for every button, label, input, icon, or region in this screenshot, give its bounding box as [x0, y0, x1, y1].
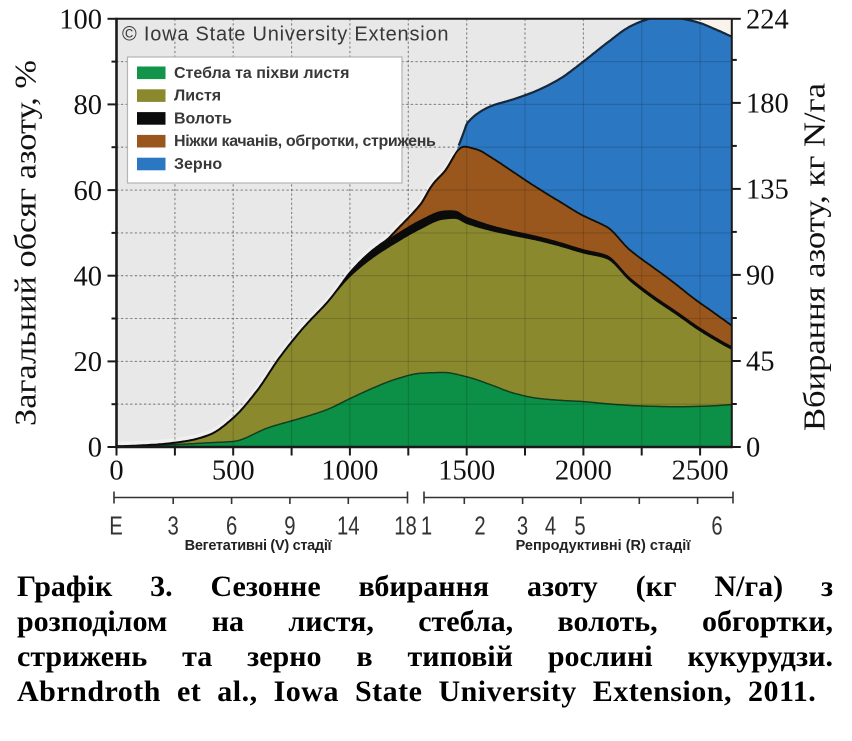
svg-text:14: 14	[337, 511, 360, 540]
svg-text:0: 0	[88, 433, 102, 464]
svg-text:180: 180	[746, 89, 789, 120]
svg-text:© Iowa State University Extens: © Iowa State University Extension	[122, 24, 449, 46]
svg-text:Вбирання азоту, кг N/га: Вбирання азоту, кг N/га	[797, 83, 832, 431]
svg-text:0: 0	[746, 433, 760, 464]
svg-text:2: 2	[474, 511, 485, 540]
svg-text:1: 1	[421, 511, 432, 540]
svg-text:9: 9	[284, 511, 295, 540]
svg-text:1500: 1500	[438, 456, 495, 487]
svg-text:0: 0	[109, 456, 123, 487]
svg-text:Загальний обсяг азоту, %: Загальний обсяг азоту, %	[8, 60, 43, 426]
svg-text:4: 4	[545, 511, 556, 540]
svg-text:Волоть: Волоть	[174, 110, 232, 127]
svg-text:18: 18	[394, 511, 417, 540]
svg-text:500: 500	[212, 456, 255, 487]
svg-text:Зерно: Зерно	[174, 156, 222, 173]
svg-text:224: 224	[746, 4, 789, 35]
svg-text:100: 100	[59, 4, 102, 35]
svg-text:3: 3	[168, 511, 179, 540]
svg-text:6: 6	[226, 511, 237, 540]
svg-text:60: 60	[74, 176, 103, 207]
svg-text:Ніжки качанів, обгротки, стриж: Ніжки качанів, обгротки, стрижень	[174, 133, 436, 150]
svg-text:Листя: Листя	[174, 88, 221, 105]
svg-text:80: 80	[74, 90, 103, 121]
svg-text:135: 135	[746, 175, 789, 206]
svg-text:90: 90	[746, 261, 775, 292]
svg-text:20: 20	[74, 347, 103, 378]
svg-text:6: 6	[711, 511, 722, 540]
svg-text:Вегетативні (V) стадії: Вегетативні (V) стадії	[185, 538, 333, 554]
svg-text:E: E	[109, 511, 123, 540]
svg-text:2000: 2000	[555, 456, 612, 487]
svg-text:Репродуктивні (R) стадії: Репродуктивні (R) стадії	[516, 538, 692, 554]
svg-text:3: 3	[517, 511, 528, 540]
svg-text:5: 5	[574, 511, 585, 540]
svg-text:45: 45	[746, 347, 775, 378]
svg-text:1000: 1000	[321, 456, 378, 487]
svg-text:Стебла та піхви листя: Стебла та піхви листя	[174, 65, 349, 82]
svg-text:40: 40	[74, 261, 103, 292]
svg-text:2500: 2500	[672, 456, 729, 487]
